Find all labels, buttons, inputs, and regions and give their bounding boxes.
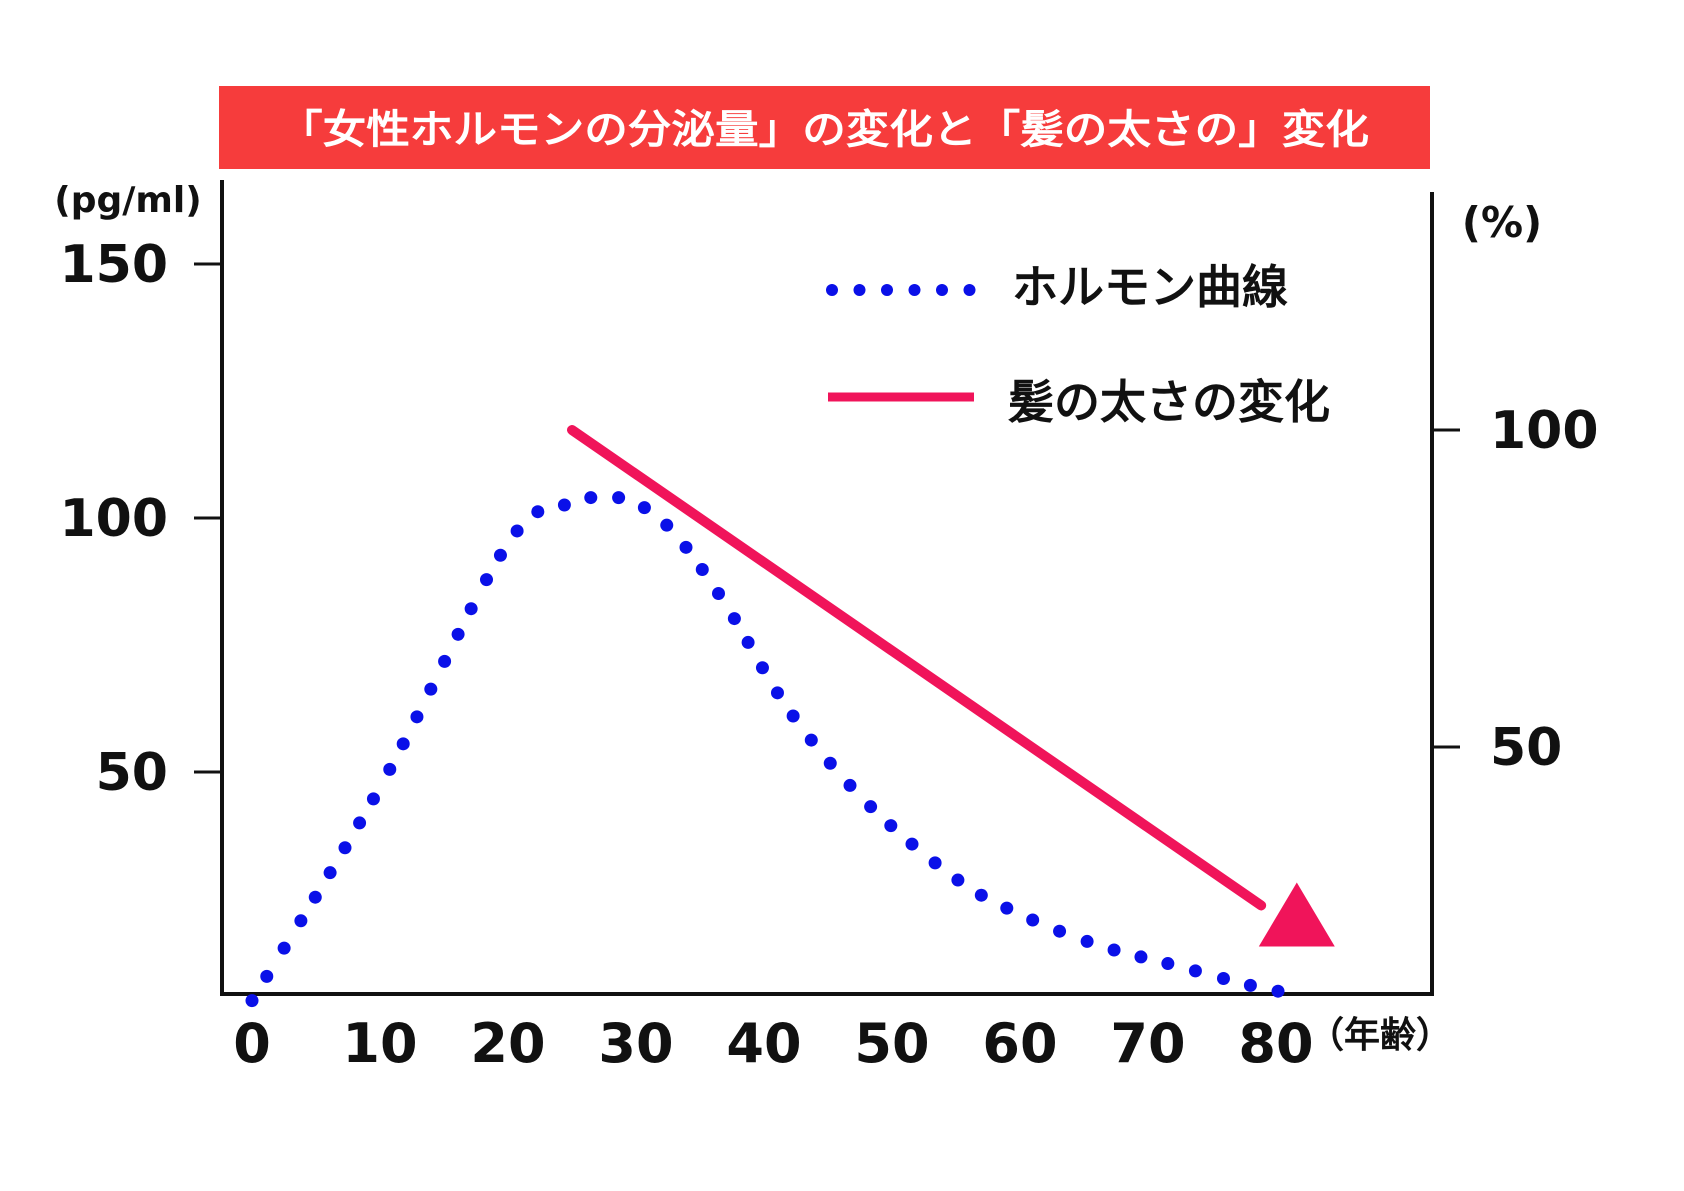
hormone-dot xyxy=(260,969,274,983)
hormone-dot xyxy=(755,661,769,675)
hormone-dot xyxy=(804,733,818,747)
hormone-dot xyxy=(928,856,942,870)
x-tick-label: 20 xyxy=(470,1012,545,1075)
hormone-dot xyxy=(1000,901,1014,915)
legend-dot xyxy=(908,284,921,296)
hormone-dot xyxy=(864,800,878,814)
hormone-dot xyxy=(884,819,898,833)
hormone-dot xyxy=(727,612,741,626)
hormone-dot xyxy=(366,792,380,806)
x-tick-label: 30 xyxy=(598,1012,673,1075)
hormone-dot xyxy=(510,524,524,538)
hormone-dot xyxy=(823,756,837,770)
series-hair-thickness xyxy=(567,425,1335,947)
legend-marker-hormone xyxy=(826,284,976,296)
hormone-dot xyxy=(493,548,507,562)
hormone-dot xyxy=(1107,943,1121,957)
hormone-dot xyxy=(557,498,571,512)
hair-thickness-line xyxy=(567,425,1267,911)
y-left-tick-label: 50 xyxy=(96,743,168,803)
x-tick-label: 0 xyxy=(233,1012,271,1075)
hormone-dot xyxy=(410,710,424,724)
hormone-dot xyxy=(1053,924,1067,938)
hormone-dot xyxy=(294,914,308,928)
hormone-dot xyxy=(1216,971,1230,985)
y-right-tick-label: 50 xyxy=(1490,718,1562,778)
hormone-dot xyxy=(464,602,478,616)
hormone-dot xyxy=(712,586,725,600)
x-tick-label: 50 xyxy=(854,1012,929,1075)
hormone-dot xyxy=(383,762,397,776)
legend: ホルモン曲線 髪の太さの変化 xyxy=(826,260,1330,429)
legend-dot xyxy=(963,284,976,296)
hormone-dot xyxy=(531,505,545,519)
hair-thickness-arrowhead xyxy=(1258,882,1335,947)
hormone-dot xyxy=(951,873,965,887)
x-tick-label: 60 xyxy=(982,1012,1057,1075)
hormone-dot xyxy=(1161,957,1175,971)
hormone-dot xyxy=(974,888,988,902)
hormone-dot xyxy=(438,654,452,668)
x-tick-label: 10 xyxy=(342,1012,417,1075)
hormone-dot xyxy=(1080,934,1094,948)
hormone-dot xyxy=(679,540,693,554)
hormone-dot xyxy=(770,686,784,700)
legend-label-hair: 髪の太さの変化 xyxy=(1008,375,1330,429)
x-tick-label: 80 xyxy=(1238,1012,1313,1075)
x-axis-label: （年齢） xyxy=(1308,1015,1452,1056)
hormone-dot xyxy=(396,737,410,751)
y-left-tick-label: 100 xyxy=(59,489,168,549)
y-left-unit-label: (pg/ml) xyxy=(54,180,201,221)
legend-dot xyxy=(881,284,893,296)
hormone-dot xyxy=(424,682,438,696)
legend-label-hormone: ホルモン曲線 xyxy=(1012,260,1288,314)
x-axis-ticks: 0 10 20 30 40 50 60 70 80 xyxy=(233,1012,1313,1075)
title-banner xyxy=(219,86,1430,169)
x-tick-label: 40 xyxy=(726,1012,801,1075)
y-right-axis-ticks: 50 100 xyxy=(1432,401,1599,778)
y-left-axis-ticks: 50 100 150 xyxy=(59,235,222,803)
hormone-dot xyxy=(479,573,493,587)
y-right-tick-label: 100 xyxy=(1490,401,1599,461)
hormone-dot xyxy=(637,501,651,515)
hormone-dot xyxy=(905,837,919,851)
hormone-dot xyxy=(353,816,367,830)
hormone-dot xyxy=(308,890,322,904)
hormone-dot xyxy=(1134,950,1148,964)
hormone-dot xyxy=(277,941,291,955)
hormone-dot xyxy=(843,778,857,792)
hormone-dot xyxy=(695,563,709,577)
y-right-unit-label: (%) xyxy=(1462,198,1542,247)
hormone-dot xyxy=(1243,978,1257,992)
hormone-dot xyxy=(1188,964,1202,978)
hormone-dot xyxy=(338,841,352,855)
hormone-dot xyxy=(1271,984,1285,998)
hormone-dot xyxy=(584,491,598,505)
hormone-dot xyxy=(741,635,755,649)
hormone-dot xyxy=(1026,913,1040,927)
hormone-dot xyxy=(612,491,626,505)
legend-dot xyxy=(826,284,838,296)
y-left-tick-label: 150 xyxy=(59,235,168,295)
hormone-dot xyxy=(323,866,337,880)
legend-dot xyxy=(936,284,948,296)
series-hormone-curve xyxy=(245,491,1285,1008)
legend-dot xyxy=(853,284,866,296)
hormone-dot xyxy=(245,994,259,1008)
hormone-dot xyxy=(660,518,674,532)
chart-title: 「女性ホルモンの分泌量」の変化と「髪の太さの」変化 xyxy=(279,106,1369,153)
hormone-dot xyxy=(451,627,465,641)
x-tick-label: 70 xyxy=(1110,1012,1185,1075)
hormone-dot xyxy=(786,709,800,723)
